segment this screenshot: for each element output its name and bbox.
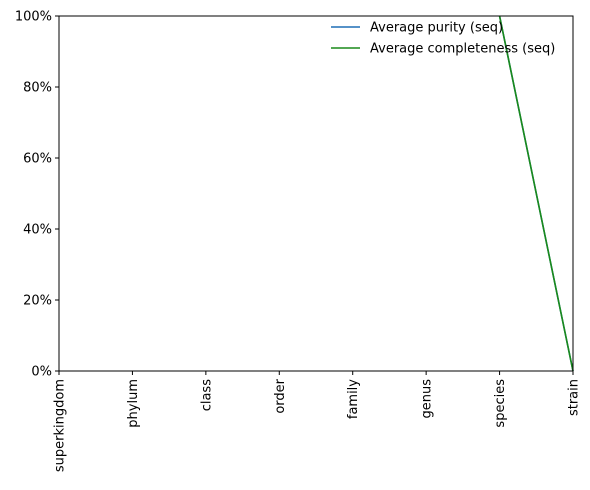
legend-label-0: Average purity (seq): [370, 21, 503, 36]
legend: Average purity (seq) Average completeness…: [331, 21, 555, 57]
x-tick-label: strain: [567, 379, 582, 416]
x-tick-label: species: [493, 379, 508, 428]
y-tick-label: 60%: [23, 152, 52, 167]
x-tick-label: superkingdom: [53, 379, 68, 472]
x-tick-label: class: [199, 379, 214, 411]
x-tick-label: order: [273, 378, 288, 413]
series-line-1: [498, 15, 574, 372]
y-axis: 0% 20% 40% 60% 80% 100%: [15, 10, 59, 380]
plot-frame: [58, 15, 574, 372]
x-axis: superkingdom phylum class order family genus s…: [53, 371, 582, 472]
legend-label-1: Average completeness (seq): [370, 42, 555, 57]
y-tick-label: 0%: [31, 365, 52, 380]
y-tick-label: 80%: [23, 81, 52, 96]
x-tick-label: genus: [420, 379, 435, 419]
y-tick-label: 100%: [15, 10, 52, 25]
plot-lines: [498, 15, 574, 372]
y-tick-label: 20%: [23, 294, 52, 309]
x-tick-label: family: [346, 379, 361, 419]
y-tick-label: 40%: [23, 223, 52, 238]
x-tick-label: phylum: [126, 379, 141, 428]
